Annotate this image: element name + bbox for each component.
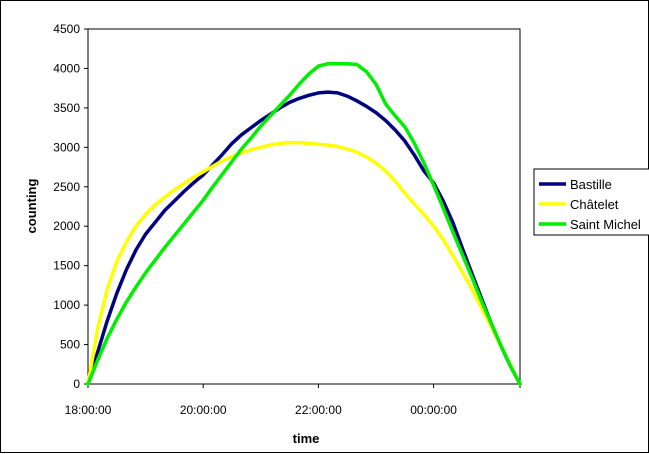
legend-label: Bastille bbox=[570, 177, 612, 192]
y-tick-label: 1000 bbox=[53, 298, 80, 312]
x-axis-title: time bbox=[293, 431, 320, 446]
x-tick-label: 18:00:00 bbox=[65, 403, 112, 417]
y-tick-label: 4500 bbox=[53, 22, 80, 36]
y-tick-label: 1500 bbox=[53, 259, 80, 273]
x-tick-label: 00:00:00 bbox=[410, 403, 457, 417]
x-axis: 18:00:00 20:00:00 22:00:00 00:00:00 bbox=[65, 384, 521, 417]
legend-label: Saint Michel bbox=[570, 217, 641, 232]
y-tick-label: 0 bbox=[73, 377, 80, 391]
x-tick-label: 22:00:00 bbox=[295, 403, 342, 417]
legend-label: Châtelet bbox=[570, 197, 619, 212]
y-tick-label: 4000 bbox=[53, 61, 80, 75]
legend: Bastille Châtelet Saint Michel bbox=[533, 168, 649, 236]
series-line-ch-telet bbox=[86, 140, 522, 386]
y-axis-title: counting bbox=[24, 179, 39, 234]
y-tick-label: 500 bbox=[60, 338, 80, 352]
series-line-saint-michel bbox=[86, 61, 522, 386]
series-line-bastille bbox=[86, 90, 522, 386]
y-tick-label: 2500 bbox=[53, 180, 80, 194]
plot-area bbox=[87, 28, 521, 385]
series-lines bbox=[86, 61, 522, 386]
x-tick-label: 20:00:00 bbox=[180, 403, 227, 417]
y-tick-label: 3000 bbox=[53, 140, 80, 154]
y-axis: 0 500 1000 1500 2000 2500 3000 3500 4000 4500 bbox=[53, 22, 88, 391]
y-tick-label: 3500 bbox=[53, 101, 80, 115]
y-tick-label: 2000 bbox=[53, 219, 80, 233]
